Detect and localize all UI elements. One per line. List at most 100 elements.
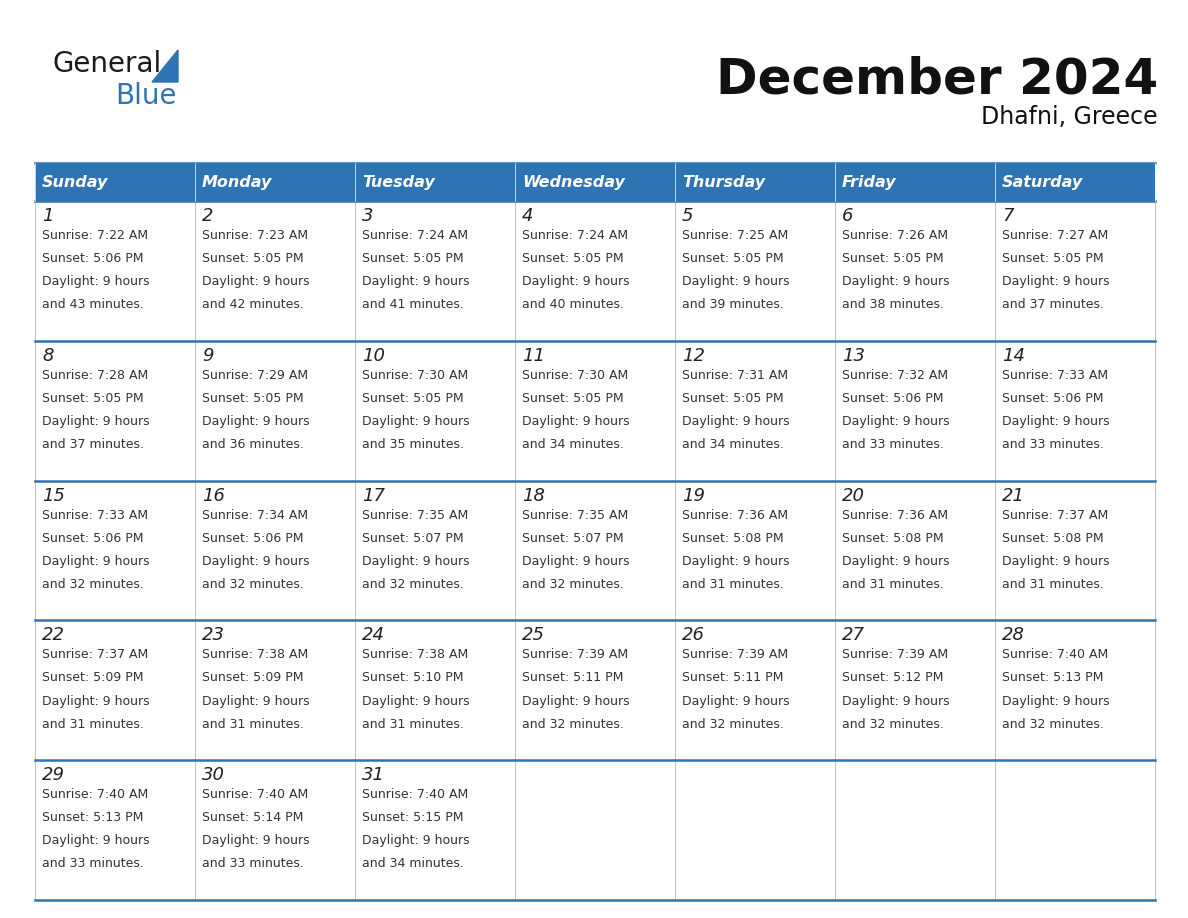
FancyBboxPatch shape bbox=[34, 341, 195, 481]
Text: and 41 minutes.: and 41 minutes. bbox=[362, 298, 463, 311]
Text: Sunrise: 7:26 AM: Sunrise: 7:26 AM bbox=[842, 229, 948, 242]
FancyBboxPatch shape bbox=[835, 621, 996, 760]
Text: and 40 minutes.: and 40 minutes. bbox=[522, 298, 624, 311]
Text: Daylight: 9 hours: Daylight: 9 hours bbox=[202, 554, 310, 567]
Text: Saturday: Saturday bbox=[1001, 174, 1083, 189]
Text: Daylight: 9 hours: Daylight: 9 hours bbox=[202, 415, 310, 428]
Text: and 32 minutes.: and 32 minutes. bbox=[202, 577, 304, 591]
Text: Sunset: 5:05 PM: Sunset: 5:05 PM bbox=[42, 392, 144, 405]
Text: Daylight: 9 hours: Daylight: 9 hours bbox=[362, 415, 469, 428]
Text: and 31 minutes.: and 31 minutes. bbox=[202, 718, 304, 731]
Text: Blue: Blue bbox=[115, 82, 177, 110]
Text: Sunrise: 7:22 AM: Sunrise: 7:22 AM bbox=[42, 229, 148, 242]
Text: Daylight: 9 hours: Daylight: 9 hours bbox=[202, 834, 310, 847]
Text: Sunday: Sunday bbox=[42, 174, 108, 189]
FancyBboxPatch shape bbox=[516, 163, 675, 201]
FancyBboxPatch shape bbox=[195, 481, 355, 621]
Text: Daylight: 9 hours: Daylight: 9 hours bbox=[42, 695, 150, 708]
Text: 5: 5 bbox=[682, 207, 694, 225]
Text: Sunrise: 7:23 AM: Sunrise: 7:23 AM bbox=[202, 229, 308, 242]
Text: and 39 minutes.: and 39 minutes. bbox=[682, 298, 784, 311]
Text: Sunset: 5:07 PM: Sunset: 5:07 PM bbox=[522, 532, 624, 544]
Text: Daylight: 9 hours: Daylight: 9 hours bbox=[362, 834, 469, 847]
FancyBboxPatch shape bbox=[516, 621, 675, 760]
Text: Sunset: 5:09 PM: Sunset: 5:09 PM bbox=[42, 671, 144, 685]
FancyBboxPatch shape bbox=[835, 760, 996, 900]
Text: Daylight: 9 hours: Daylight: 9 hours bbox=[1001, 695, 1110, 708]
Text: Sunrise: 7:30 AM: Sunrise: 7:30 AM bbox=[522, 369, 628, 382]
Text: and 33 minutes.: and 33 minutes. bbox=[842, 438, 944, 451]
Text: 22: 22 bbox=[42, 626, 65, 644]
Text: 28: 28 bbox=[1001, 626, 1025, 644]
FancyBboxPatch shape bbox=[996, 481, 1155, 621]
Text: 17: 17 bbox=[362, 487, 385, 505]
Text: Sunset: 5:06 PM: Sunset: 5:06 PM bbox=[202, 532, 303, 544]
Text: Sunset: 5:05 PM: Sunset: 5:05 PM bbox=[202, 392, 304, 405]
Text: Sunset: 5:08 PM: Sunset: 5:08 PM bbox=[682, 532, 784, 544]
Text: Daylight: 9 hours: Daylight: 9 hours bbox=[522, 554, 630, 567]
Text: Sunrise: 7:31 AM: Sunrise: 7:31 AM bbox=[682, 369, 788, 382]
Text: Sunset: 5:14 PM: Sunset: 5:14 PM bbox=[202, 812, 303, 824]
FancyBboxPatch shape bbox=[996, 163, 1155, 201]
FancyBboxPatch shape bbox=[34, 163, 195, 201]
FancyBboxPatch shape bbox=[675, 201, 835, 341]
Text: Sunrise: 7:36 AM: Sunrise: 7:36 AM bbox=[842, 509, 948, 521]
FancyBboxPatch shape bbox=[835, 201, 996, 341]
Text: Daylight: 9 hours: Daylight: 9 hours bbox=[42, 415, 150, 428]
Text: Sunrise: 7:32 AM: Sunrise: 7:32 AM bbox=[842, 369, 948, 382]
Text: 15: 15 bbox=[42, 487, 65, 505]
Text: 8: 8 bbox=[42, 347, 53, 364]
Text: and 36 minutes.: and 36 minutes. bbox=[202, 438, 304, 451]
Text: and 32 minutes.: and 32 minutes. bbox=[682, 718, 784, 731]
Text: Sunrise: 7:40 AM: Sunrise: 7:40 AM bbox=[42, 789, 148, 801]
Text: December 2024: December 2024 bbox=[715, 55, 1158, 103]
Text: Sunset: 5:15 PM: Sunset: 5:15 PM bbox=[362, 812, 463, 824]
FancyBboxPatch shape bbox=[34, 621, 195, 760]
Text: Sunrise: 7:35 AM: Sunrise: 7:35 AM bbox=[362, 509, 468, 521]
Text: Daylight: 9 hours: Daylight: 9 hours bbox=[202, 695, 310, 708]
Text: Sunset: 5:10 PM: Sunset: 5:10 PM bbox=[362, 671, 463, 685]
Text: and 43 minutes.: and 43 minutes. bbox=[42, 298, 144, 311]
FancyBboxPatch shape bbox=[516, 481, 675, 621]
Text: Sunrise: 7:36 AM: Sunrise: 7:36 AM bbox=[682, 509, 788, 521]
Text: 26: 26 bbox=[682, 626, 704, 644]
Text: and 33 minutes.: and 33 minutes. bbox=[1001, 438, 1104, 451]
Text: Daylight: 9 hours: Daylight: 9 hours bbox=[42, 554, 150, 567]
Text: and 38 minutes.: and 38 minutes. bbox=[842, 298, 944, 311]
Text: and 32 minutes.: and 32 minutes. bbox=[842, 718, 944, 731]
FancyBboxPatch shape bbox=[355, 341, 516, 481]
Text: 2: 2 bbox=[202, 207, 214, 225]
Text: Sunset: 5:09 PM: Sunset: 5:09 PM bbox=[202, 671, 303, 685]
Text: Sunset: 5:08 PM: Sunset: 5:08 PM bbox=[1001, 532, 1104, 544]
Text: Dhafni, Greece: Dhafni, Greece bbox=[981, 105, 1158, 129]
Text: and 31 minutes.: and 31 minutes. bbox=[842, 577, 944, 591]
Text: Sunrise: 7:39 AM: Sunrise: 7:39 AM bbox=[682, 648, 788, 661]
Text: Daylight: 9 hours: Daylight: 9 hours bbox=[1001, 554, 1110, 567]
FancyBboxPatch shape bbox=[355, 163, 516, 201]
Text: Sunset: 5:05 PM: Sunset: 5:05 PM bbox=[522, 392, 624, 405]
Text: Sunset: 5:06 PM: Sunset: 5:06 PM bbox=[42, 532, 144, 544]
Text: 10: 10 bbox=[362, 347, 385, 364]
Text: Daylight: 9 hours: Daylight: 9 hours bbox=[362, 695, 469, 708]
FancyBboxPatch shape bbox=[34, 760, 195, 900]
FancyBboxPatch shape bbox=[355, 481, 516, 621]
Text: Sunset: 5:05 PM: Sunset: 5:05 PM bbox=[362, 392, 463, 405]
FancyBboxPatch shape bbox=[516, 341, 675, 481]
Text: Daylight: 9 hours: Daylight: 9 hours bbox=[522, 695, 630, 708]
Text: and 37 minutes.: and 37 minutes. bbox=[42, 438, 144, 451]
Text: 24: 24 bbox=[362, 626, 385, 644]
Text: Friday: Friday bbox=[842, 174, 897, 189]
Text: Sunset: 5:06 PM: Sunset: 5:06 PM bbox=[42, 252, 144, 265]
Text: Sunrise: 7:40 AM: Sunrise: 7:40 AM bbox=[1001, 648, 1108, 661]
Text: Daylight: 9 hours: Daylight: 9 hours bbox=[362, 554, 469, 567]
Text: Sunrise: 7:29 AM: Sunrise: 7:29 AM bbox=[202, 369, 308, 382]
Text: and 32 minutes.: and 32 minutes. bbox=[42, 577, 144, 591]
Text: Sunrise: 7:30 AM: Sunrise: 7:30 AM bbox=[362, 369, 468, 382]
Text: 20: 20 bbox=[842, 487, 865, 505]
FancyBboxPatch shape bbox=[195, 621, 355, 760]
Text: Sunrise: 7:39 AM: Sunrise: 7:39 AM bbox=[522, 648, 628, 661]
Text: Sunrise: 7:38 AM: Sunrise: 7:38 AM bbox=[202, 648, 308, 661]
Text: Sunrise: 7:37 AM: Sunrise: 7:37 AM bbox=[1001, 509, 1108, 521]
Text: 23: 23 bbox=[202, 626, 225, 644]
Text: and 31 minutes.: and 31 minutes. bbox=[362, 718, 463, 731]
